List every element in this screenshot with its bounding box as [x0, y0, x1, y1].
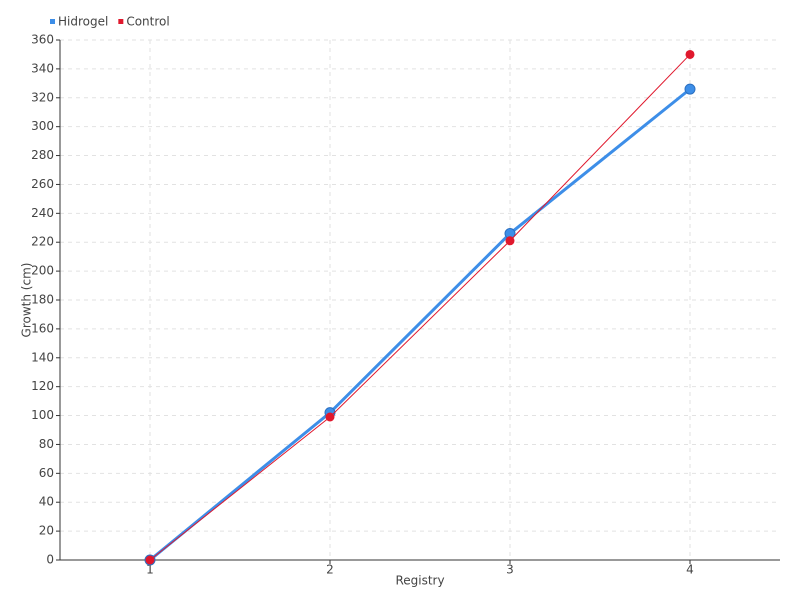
y-tick-label: 120 — [31, 379, 54, 393]
data-point — [325, 412, 335, 422]
x-tick-label: 4 — [686, 563, 694, 577]
series-line — [149, 87, 691, 562]
x-tick-label: 2 — [326, 563, 334, 577]
y-axis-label: Growth (cm) — [20, 263, 34, 338]
y-tick-label: 280 — [31, 148, 54, 162]
legend-swatch — [118, 19, 124, 24]
legend-label: Control — [126, 15, 169, 29]
data-point — [685, 49, 695, 59]
y-tick-label: 360 — [31, 33, 54, 47]
y-tick-label: 320 — [31, 90, 54, 104]
series-line — [149, 54, 691, 561]
y-tick-label: 260 — [31, 177, 54, 191]
y-tick-label: 140 — [31, 350, 54, 364]
legend-label: Hidrogel — [58, 15, 108, 29]
y-tick-label: 40 — [39, 495, 54, 509]
y-tick-label: 180 — [31, 293, 54, 307]
y-tick-label: 200 — [31, 264, 54, 278]
y-tick-label: 60 — [39, 466, 54, 480]
y-tick-label: 300 — [31, 119, 54, 133]
data-point — [145, 555, 155, 565]
data-point — [505, 236, 515, 246]
y-tick-label: 0 — [46, 553, 54, 567]
legend-swatch — [50, 19, 55, 24]
y-tick-label: 20 — [39, 524, 54, 538]
y-tick-label: 240 — [31, 206, 54, 220]
y-tick-label: 80 — [39, 437, 54, 451]
y-tick-label: 220 — [31, 235, 54, 249]
x-tick-label: 1 — [146, 563, 154, 577]
x-axis-label: Registry — [395, 574, 444, 588]
y-tick-label: 340 — [31, 61, 54, 75]
y-tick-label: 100 — [31, 408, 54, 422]
data-point — [684, 83, 696, 95]
x-tick-label: 3 — [506, 563, 514, 577]
y-tick-label: 160 — [31, 321, 54, 335]
